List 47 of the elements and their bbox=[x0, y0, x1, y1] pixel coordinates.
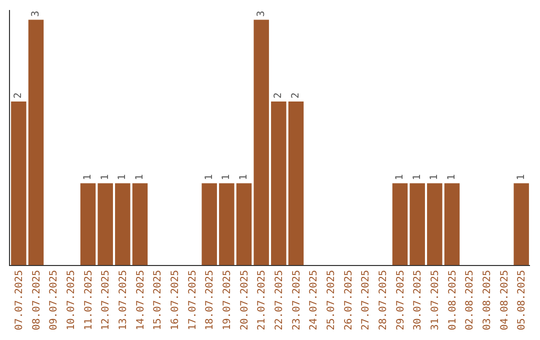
x-tick-label: 13.07.2025 bbox=[118, 270, 129, 330]
x-tick-label: 19.07.2025 bbox=[222, 270, 233, 330]
data-label: 1 bbox=[238, 174, 250, 180]
data-label: 2 bbox=[273, 92, 284, 99]
x-tick-label: 29.07.2025 bbox=[395, 270, 406, 330]
x-tick-label: 10.07.2025 bbox=[66, 270, 77, 330]
x-tick-label: 30.07.2025 bbox=[412, 270, 424, 330]
x-tick-label: 20.07.2025 bbox=[239, 270, 250, 330]
data-label: 3 bbox=[256, 10, 267, 17]
data-label: 1 bbox=[412, 174, 423, 180]
x-tick-label: 12.07.2025 bbox=[100, 270, 112, 330]
data-label: 1 bbox=[394, 174, 406, 180]
x-tick-label: 16.07.2025 bbox=[170, 270, 181, 330]
data-label: 1 bbox=[100, 174, 111, 180]
x-tick-label: 11.07.2025 bbox=[83, 270, 94, 330]
x-tick-label: 23.07.2025 bbox=[291, 270, 302, 330]
x-tick-label: 17.07.2025 bbox=[187, 270, 198, 330]
x-tick-label: 26.07.2025 bbox=[343, 270, 354, 330]
x-tick-label: 01.08.2025 bbox=[447, 270, 458, 330]
data-label: 3 bbox=[30, 10, 42, 17]
x-tick-label: 24.07.2025 bbox=[308, 270, 320, 330]
x-tick-label: 15.07.2025 bbox=[152, 270, 164, 330]
data-label: 2 bbox=[290, 92, 302, 99]
data-label: 1 bbox=[117, 174, 128, 180]
x-tick-label: 22.07.2025 bbox=[274, 270, 285, 330]
x-tick-label: 25.07.2025 bbox=[326, 270, 337, 330]
x-tick-label: 31.07.2025 bbox=[430, 270, 441, 330]
x-tick-label: 04.08.2025 bbox=[499, 270, 510, 330]
data-label: 1 bbox=[134, 174, 146, 180]
data-label: 1 bbox=[82, 174, 94, 180]
x-tick-label: 14.07.2025 bbox=[135, 270, 146, 330]
x-tick-label: 21.07.2025 bbox=[256, 270, 268, 330]
x-tick-label: 08.07.2025 bbox=[31, 270, 42, 330]
data-label: 1 bbox=[446, 174, 458, 180]
x-tick-label: 02.08.2025 bbox=[464, 270, 476, 330]
x-tick-label: 07.07.2025 bbox=[14, 270, 25, 330]
data-label: 1 bbox=[516, 174, 527, 180]
x-tick-label: 28.07.2025 bbox=[378, 270, 389, 330]
data-label: 1 bbox=[221, 174, 232, 180]
x-tick-label: 09.07.2025 bbox=[48, 270, 60, 330]
x-tick-label: 03.08.2025 bbox=[482, 270, 493, 330]
data-label: 1 bbox=[429, 174, 440, 180]
data-label: 2 bbox=[13, 92, 24, 99]
x-tick-label: 27.07.2025 bbox=[360, 270, 372, 330]
x-tick-label: 05.08.2025 bbox=[516, 270, 528, 330]
data-label: 1 bbox=[204, 174, 215, 180]
x-tick-label: 18.07.2025 bbox=[204, 270, 216, 330]
